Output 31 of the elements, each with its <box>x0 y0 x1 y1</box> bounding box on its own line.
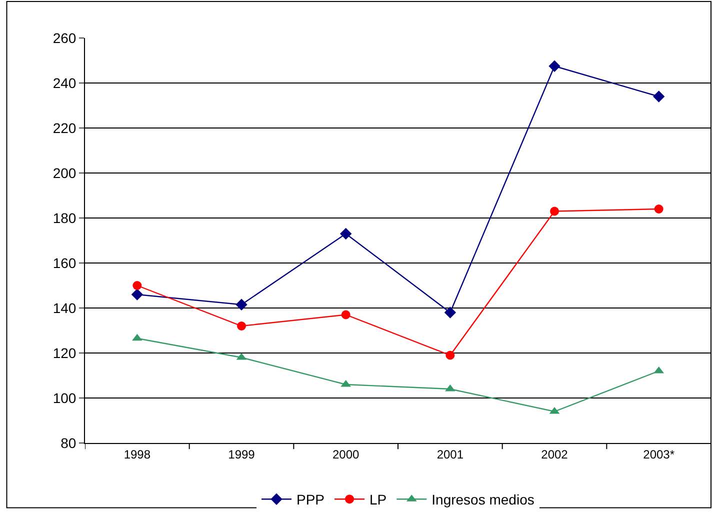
point <box>444 306 456 318</box>
point <box>340 228 352 240</box>
x-tick-label: 2003* <box>643 447 675 462</box>
point <box>236 298 248 310</box>
point <box>341 310 350 320</box>
legend-label: LP <box>370 492 387 508</box>
legend-label: Ingresos medios <box>432 492 534 508</box>
y-tick-label: 140 <box>52 300 76 316</box>
x-tick-label: 2001 <box>436 447 464 462</box>
y-tick-label: 100 <box>52 390 76 406</box>
point <box>446 350 455 360</box>
y-tick-label: 240 <box>52 74 76 91</box>
point <box>652 90 665 102</box>
x-tick-label: 2002 <box>541 447 568 462</box>
y-tick-label: 160 <box>52 254 76 271</box>
legend-label: PPP <box>296 492 325 508</box>
point <box>237 322 246 330</box>
y-tick-label: 220 <box>52 120 76 136</box>
x-tick-label: 1998 <box>124 447 151 462</box>
point <box>548 60 560 72</box>
point <box>131 288 144 300</box>
y-tick-label: 80 <box>60 434 76 451</box>
y-tick-label: 180 <box>52 210 76 226</box>
y-tick-label: 260 <box>52 30 76 46</box>
y-tick-label: 120 <box>52 344 76 361</box>
point <box>654 204 664 214</box>
x-tick-label: 2000 <box>332 447 360 462</box>
x-tick-label: 1999 <box>228 447 256 462</box>
point <box>132 281 142 290</box>
point <box>550 206 559 216</box>
y-tick-label: 200 <box>52 164 76 181</box>
